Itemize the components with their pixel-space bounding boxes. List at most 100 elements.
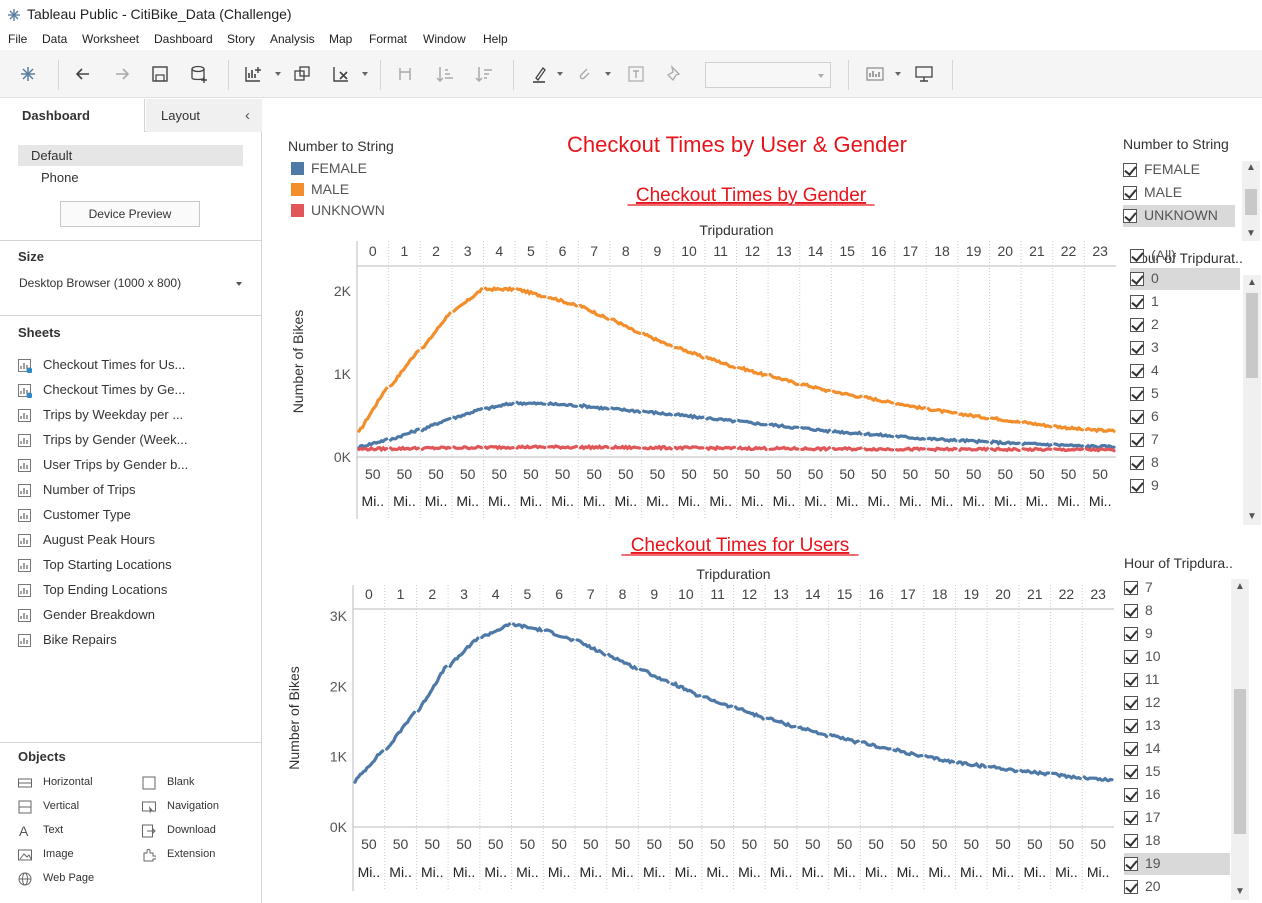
series-segment[interactable]	[831, 428, 863, 436]
menu-analysis[interactable]: Analysis	[270, 32, 315, 46]
filter-option-all[interactable]: (All)	[1130, 245, 1240, 267]
series-segment[interactable]	[515, 444, 547, 450]
series-segment[interactable]	[1053, 442, 1084, 448]
series-segment[interactable]	[736, 445, 768, 452]
series-segment[interactable]	[892, 747, 924, 759]
checkbox-icon[interactable]	[1130, 295, 1144, 309]
checkbox-icon[interactable]	[1124, 811, 1138, 825]
filter-option-17[interactable]: 17	[1124, 807, 1230, 829]
series-segment[interactable]	[924, 754, 956, 765]
text-label-icon[interactable]	[626, 64, 646, 84]
series-segment[interactable]	[863, 395, 895, 405]
series-segment[interactable]	[420, 416, 452, 433]
filter-option-0[interactable]: 0	[1130, 268, 1240, 290]
menu-worksheet[interactable]: Worksheet	[82, 32, 140, 46]
redo-icon[interactable]	[112, 64, 132, 84]
filter-option-female[interactable]: FEMALE	[1123, 159, 1235, 181]
filter-option-2[interactable]: 2	[1130, 314, 1240, 336]
tab-layout[interactable]: Layout	[146, 99, 262, 132]
series-segment[interactable]	[1053, 424, 1084, 432]
series-segment[interactable]	[357, 386, 389, 433]
series-segment[interactable]	[543, 628, 575, 643]
series-segment[interactable]	[958, 437, 990, 445]
series-segment[interactable]	[673, 412, 705, 421]
filter-option-16[interactable]: 16	[1124, 784, 1230, 806]
series-segment[interactable]	[578, 443, 610, 451]
series-segment[interactable]	[705, 444, 737, 452]
checkbox-icon[interactable]	[1130, 272, 1144, 286]
filter-option-12[interactable]: 12	[1124, 692, 1230, 714]
checkbox-icon[interactable]	[1130, 479, 1144, 493]
series-segment[interactable]	[1053, 446, 1084, 452]
filter-option-9[interactable]: 9	[1130, 475, 1240, 497]
new-datasource-icon[interactable]	[189, 64, 209, 84]
filter-option-15[interactable]: 15	[1124, 761, 1230, 783]
series-segment[interactable]	[1084, 426, 1116, 434]
series-segment[interactable]	[768, 445, 800, 451]
series-segment[interactable]	[483, 285, 515, 293]
checkbox-icon[interactable]	[1123, 163, 1137, 177]
size-dropdown[interactable]: Desktop Browser (1000 x 800)	[18, 273, 244, 293]
series-segment[interactable]	[1084, 446, 1116, 453]
series-segment[interactable]	[702, 695, 734, 709]
series-segment[interactable]	[1021, 441, 1053, 448]
checkbox-icon[interactable]	[1130, 387, 1144, 401]
series-segment[interactable]	[547, 444, 578, 450]
series-segment[interactable]	[831, 389, 863, 399]
checkbox-icon[interactable]	[1124, 627, 1138, 641]
checkbox-icon[interactable]	[1124, 719, 1138, 733]
menu-help[interactable]: Help	[483, 32, 508, 46]
series-segment[interactable]	[607, 652, 638, 671]
checkbox-icon[interactable]	[1130, 249, 1144, 263]
series-segment[interactable]	[448, 636, 480, 668]
hour-filter-bottom-scrollbar[interactable]: ▲ ▼	[1231, 579, 1249, 900]
series-segment[interactable]	[958, 446, 990, 453]
legend-item-unknown[interactable]: UNKNOWN	[291, 202, 421, 220]
gender-filter-scrollbar[interactable]: ▲ ▼	[1242, 161, 1260, 241]
menu-file[interactable]: File	[8, 32, 28, 46]
series-segment[interactable]	[642, 409, 673, 417]
series-segment[interactable]	[452, 287, 484, 313]
series-segment[interactable]	[452, 444, 484, 451]
swap-icon[interactable]	[395, 64, 415, 84]
series-segment[interactable]	[800, 382, 831, 394]
series-segment[interactable]	[610, 317, 642, 335]
series-segment[interactable]	[642, 331, 673, 348]
filter-option-6[interactable]: 6	[1130, 406, 1240, 428]
series-segment[interactable]	[831, 446, 863, 452]
series-segment[interactable]	[547, 296, 578, 308]
series-segment[interactable]	[575, 638, 607, 657]
scroll-up-icon[interactable]: ▲	[1235, 581, 1245, 592]
checkbox-icon[interactable]	[1130, 456, 1144, 470]
series-segment[interactable]	[926, 436, 958, 444]
series-segment[interactable]	[926, 407, 958, 415]
checkbox-icon[interactable]	[1130, 318, 1144, 332]
tab-dashboard[interactable]: Dashboard	[0, 99, 145, 132]
series-segment[interactable]	[955, 760, 987, 770]
series-segment[interactable]	[987, 764, 1019, 774]
legend-item-female[interactable]: FEMALE	[291, 160, 421, 178]
series-segment[interactable]	[705, 355, 737, 370]
filter-option-4[interactable]: 4	[1130, 360, 1240, 382]
highlight-icon[interactable]	[530, 64, 550, 84]
series-segment[interactable]	[610, 444, 642, 451]
series-segment[interactable]	[673, 345, 705, 360]
collapse-panel-icon[interactable]: ‹	[245, 107, 250, 124]
series-segment[interactable]	[420, 445, 452, 451]
series-segment[interactable]	[829, 733, 860, 746]
series-segment[interactable]	[642, 444, 673, 452]
filter-option-13[interactable]: 13	[1124, 715, 1230, 737]
checkbox-icon[interactable]	[1124, 880, 1138, 894]
filter-option-20[interactable]: 20	[1124, 876, 1230, 898]
filter-option-11[interactable]: 11	[1124, 669, 1230, 691]
series-segment[interactable]	[452, 407, 484, 421]
series-segment[interactable]	[1051, 771, 1082, 781]
series-segment[interactable]	[578, 303, 610, 321]
checkbox-icon[interactable]	[1130, 364, 1144, 378]
series-segment[interactable]	[926, 446, 958, 453]
filter-option-unknown[interactable]: UNKNOWN	[1123, 205, 1235, 227]
series-segment[interactable]	[895, 401, 926, 411]
series-segment[interactable]	[895, 434, 926, 441]
checkbox-icon[interactable]	[1124, 604, 1138, 618]
series-segment[interactable]	[483, 444, 515, 451]
